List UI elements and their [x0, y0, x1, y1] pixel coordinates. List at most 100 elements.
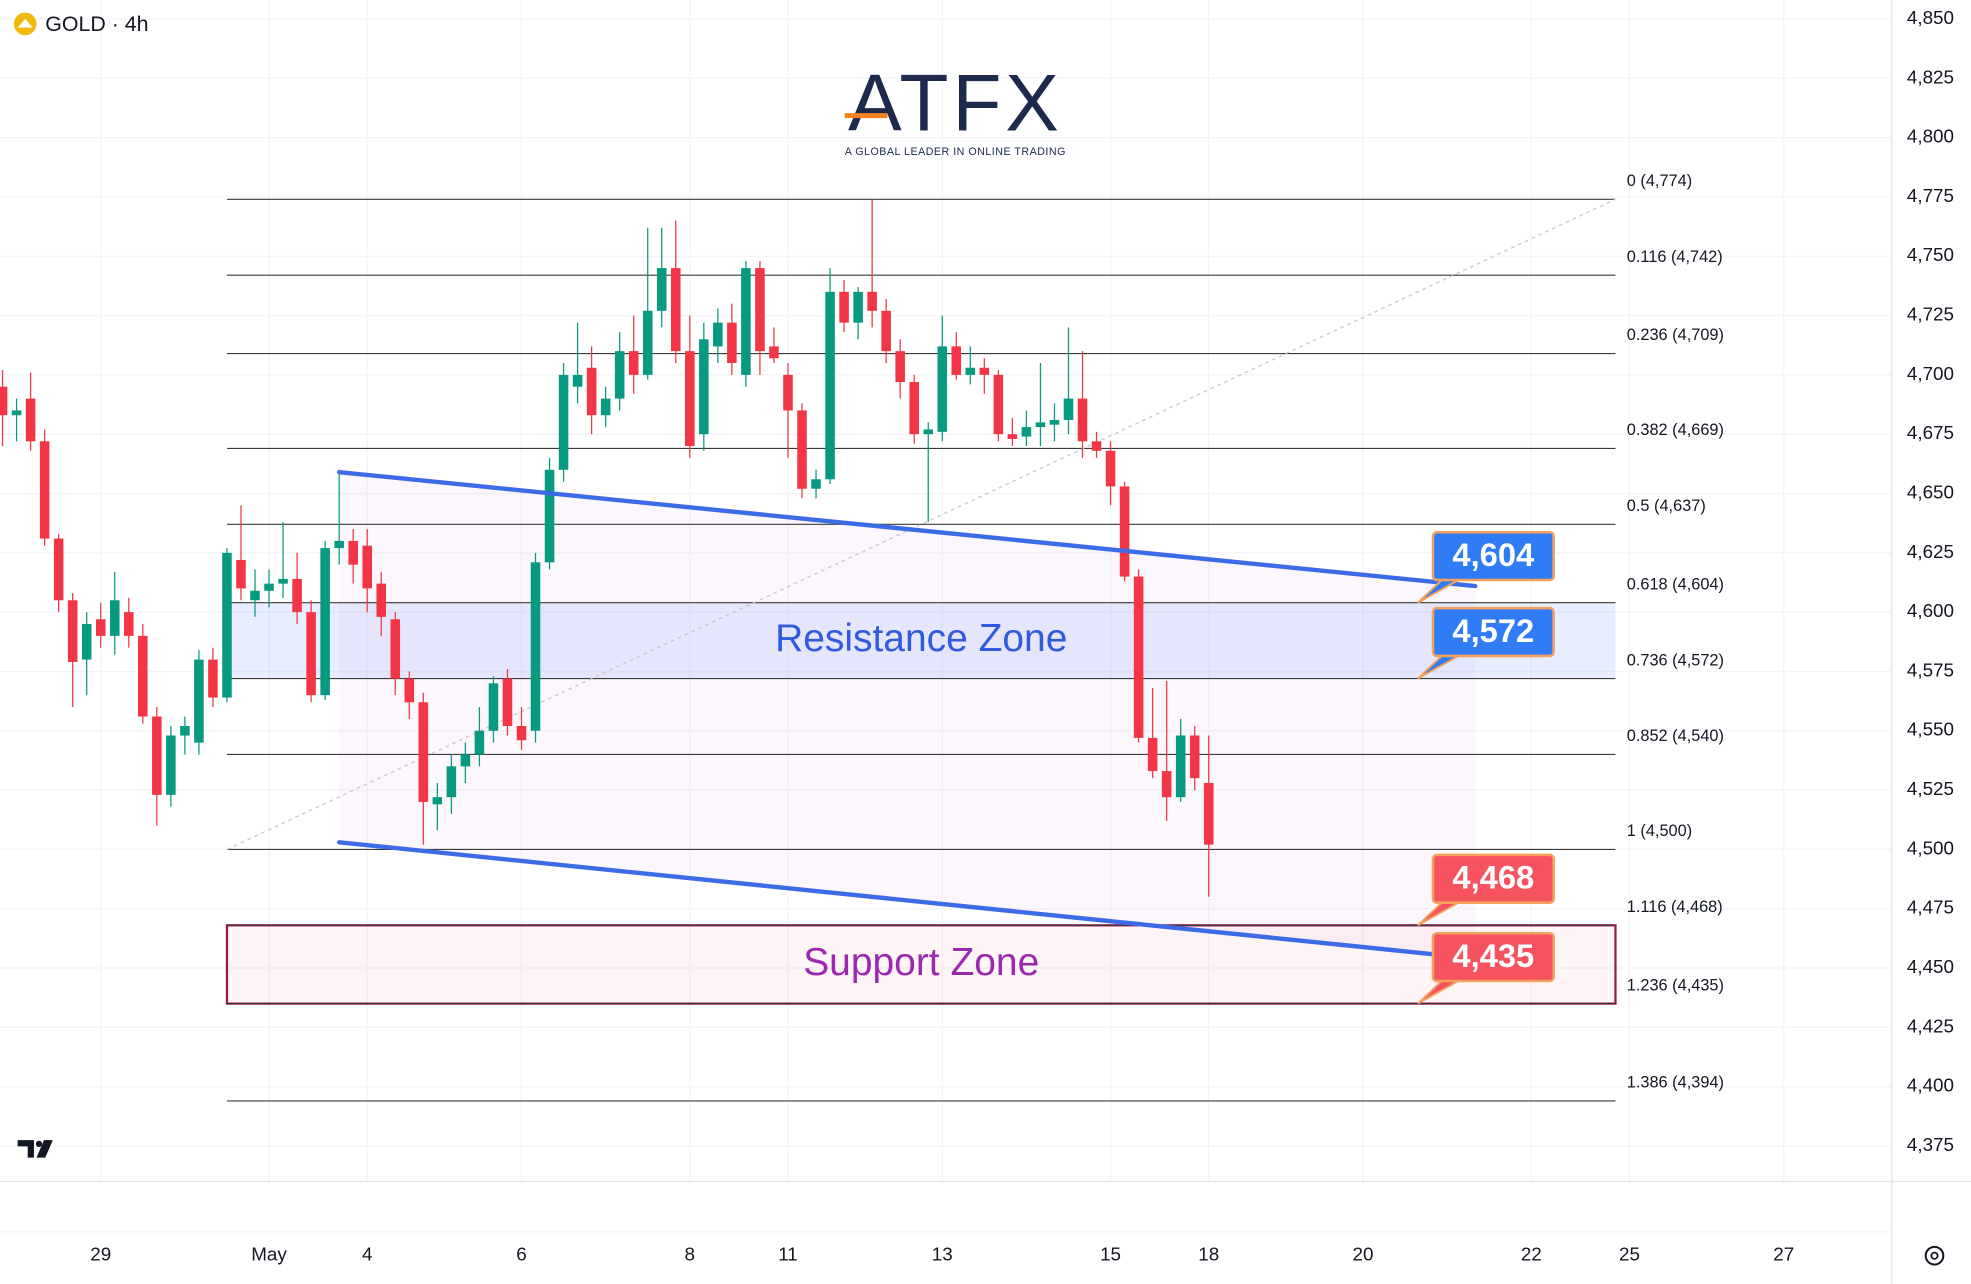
candle-body: [376, 583, 387, 617]
x-tick-label: 11: [778, 1244, 798, 1265]
candle-body: [951, 346, 962, 375]
candle-body: [1091, 441, 1102, 451]
candle-body: [236, 559, 246, 589]
candle-body: [320, 548, 330, 696]
candle-body: [923, 429, 934, 435]
candle-body: [334, 540, 344, 549]
candle-body: [1077, 398, 1088, 442]
candle-body: [390, 619, 401, 679]
candle-body: [783, 374, 793, 411]
candle-body: [895, 351, 905, 382]
zone-label: Resistance Zone: [775, 617, 1067, 660]
candle-body: [614, 351, 625, 399]
candle-body: [1119, 486, 1130, 577]
candle-body: [194, 659, 204, 743]
candle-body: [881, 310, 891, 352]
logo-name: ATFX: [848, 59, 1063, 149]
candle-body: [572, 374, 583, 387]
candle-body: [460, 754, 471, 767]
candle-body: [348, 540, 358, 565]
candle-body: [1161, 771, 1172, 798]
x-tick-label: 18: [1198, 1244, 1219, 1265]
callout-label: 4,572: [1452, 612, 1534, 649]
candle-body: [488, 683, 499, 731]
y-tick-label: 4,775: [1907, 185, 1954, 206]
y-tick-label: 4,800: [1907, 126, 1954, 147]
candle-body: [1203, 782, 1214, 845]
callout: [1431, 606, 1555, 658]
fib-label: 1 (4,500): [1627, 822, 1692, 840]
tradingview-logo: [17, 1140, 53, 1158]
candle-body: [530, 562, 541, 731]
x-tick-label: 13: [932, 1244, 953, 1265]
candle-body: [656, 268, 667, 311]
candle-body: [741, 268, 751, 375]
candle-body: [797, 410, 807, 489]
fib-trend: [226, 198, 1616, 850]
fib-label: 0.618 (4,604): [1627, 575, 1724, 593]
candle-body: [1147, 737, 1158, 772]
candle-body: [979, 367, 990, 375]
callout-label: 4,468: [1452, 859, 1534, 896]
symbol-title[interactable]: GOLD · 4h: [45, 12, 148, 36]
candle-body: [264, 583, 274, 591]
y-tick-label: 4,750: [1907, 244, 1954, 265]
candle-body: [502, 678, 513, 727]
candle-body: [769, 346, 779, 359]
plot-area: 0 (4,774) 0.116 (4,742) 0.236 (4,709) 0.382…: [0, 0, 1892, 1182]
candle-body: [81, 623, 92, 660]
settings-icon[interactable]: [1924, 1245, 1945, 1266]
x-tick-label: May: [251, 1244, 287, 1265]
callout-label: 4,435: [1452, 937, 1534, 974]
callout-label: 4,604: [1452, 536, 1534, 573]
candle-body: [544, 469, 555, 563]
fib-label: 1.116 (4,468): [1627, 898, 1723, 916]
y-tick-label: 4,725: [1907, 304, 1954, 325]
y-tick-label: 4,600: [1907, 600, 1954, 621]
candle-body: [1021, 427, 1032, 437]
y-tick-label: 4,550: [1907, 719, 1954, 740]
candle-body: [727, 322, 737, 364]
y-tick-label: 4,575: [1907, 659, 1954, 680]
fib-label: 0.116 (4,742): [1627, 248, 1723, 266]
candle-body: [1175, 735, 1186, 798]
zone: [226, 602, 1616, 679]
trend-line: [336, 840, 1478, 961]
candle-body: [138, 635, 148, 717]
x-tick-label: 25: [1619, 1244, 1640, 1265]
fib-label: 0.5 (4,637): [1627, 497, 1706, 515]
logo-tagline: A GLOBAL LEADER IN ONLINE TRADING: [845, 146, 1066, 158]
candle-body: [39, 441, 50, 539]
candle-body: [909, 381, 919, 435]
zone: [225, 924, 1617, 1005]
y-tick-label: 4,650: [1907, 481, 1954, 502]
y-tick-label: 4,375: [1907, 1134, 1954, 1155]
candle-body: [124, 612, 134, 636]
y-tick-label: 4,475: [1907, 897, 1954, 918]
candle-body: [993, 374, 1004, 435]
candle-body: [516, 726, 527, 741]
candle-body: [278, 578, 288, 584]
candle-body: [432, 797, 443, 805]
candle-body: [867, 291, 877, 311]
candle-body: [446, 766, 457, 798]
candle-body: [362, 545, 372, 589]
logo: ATFX A GLOBAL LEADER IN ONLINE TRADING: [844, 59, 1066, 158]
candle-body: [404, 678, 415, 703]
y-tick-label: 4,850: [1907, 7, 1954, 28]
candle-body: [166, 735, 176, 795]
x-tick-label: 22: [1521, 1244, 1542, 1265]
candle-body: [95, 619, 106, 636]
candle-body: [292, 578, 302, 613]
candle-body: [109, 600, 120, 636]
x-tick-label: 6: [516, 1244, 526, 1265]
candle-body: [853, 291, 863, 323]
candle-body: [839, 291, 849, 323]
x-tick-label: 29: [90, 1244, 111, 1265]
candle-body: [1049, 419, 1060, 425]
x-tick-label: 27: [1773, 1244, 1794, 1265]
x-tick-label: 20: [1353, 1244, 1374, 1265]
symbol-icon-mark: [17, 18, 33, 28]
y-tick-label: 4,675: [1907, 422, 1954, 443]
